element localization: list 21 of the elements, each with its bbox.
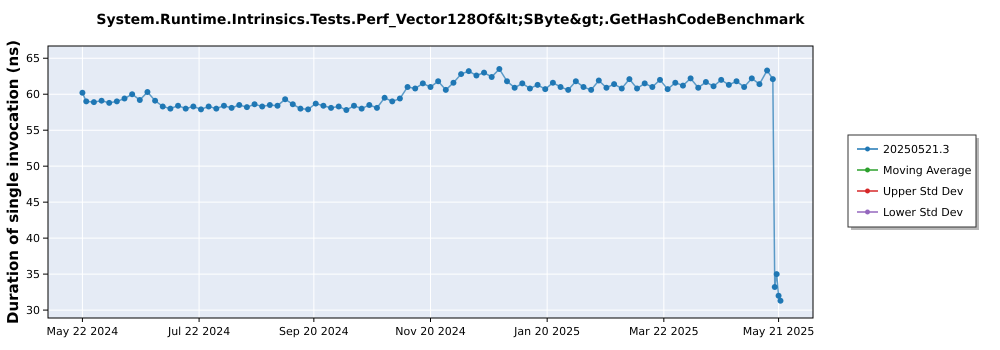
- legend-label: Upper Std Dev: [883, 185, 964, 198]
- chart-title: System.Runtime.Intrinsics.Tests.Perf_Vector128Of&lt;SByte&gt;.GetHashCodeBenchmark: [96, 12, 806, 28]
- legend-label: Moving Average: [883, 164, 972, 177]
- y-tick-label: 50: [26, 160, 40, 174]
- y-tick-label: 65: [26, 52, 40, 66]
- x-tick-label: May 21 2025: [742, 325, 814, 338]
- x-tick-label: Nov 20 2024: [395, 325, 466, 338]
- x-tick-label: May 22 2024: [46, 325, 118, 338]
- legend-label: Lower Std Dev: [883, 206, 964, 219]
- y-tick-label: 55: [26, 124, 40, 138]
- x-tick-label: Sep 20 2024: [278, 325, 349, 338]
- y-axis-title: Duration of single invocation (ns): [4, 40, 22, 324]
- y-tick-label: 30: [26, 304, 40, 318]
- y-tick-label: 35: [26, 268, 40, 282]
- y-tick-label: 60: [26, 88, 40, 102]
- y-tick-label: 40: [26, 232, 40, 246]
- y-tick-label: 45: [26, 196, 40, 210]
- x-tick-label: Jan 20 2025: [513, 325, 580, 338]
- legend-label: 20250521.3: [883, 143, 950, 156]
- x-tick-label: Mar 22 2025: [628, 325, 699, 338]
- x-tick-label: Jul 22 2024: [166, 325, 230, 338]
